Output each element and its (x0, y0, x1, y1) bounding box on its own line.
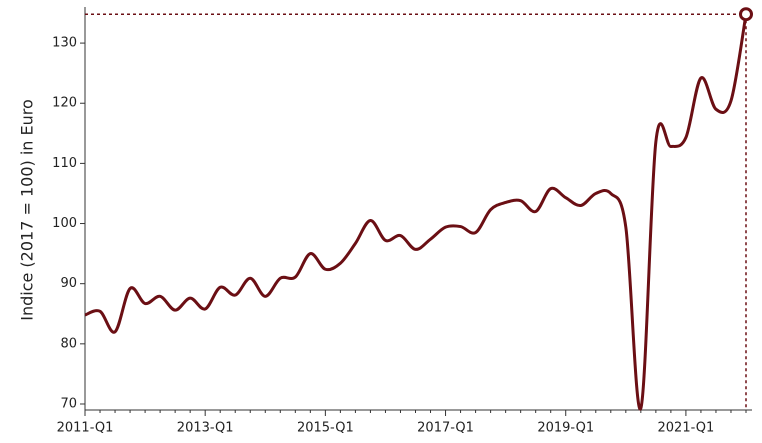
x-tick-label: 2019-Q1 (537, 421, 594, 436)
line (84, 13, 748, 411)
y-tick-label: 70 (60, 396, 77, 411)
y-tick-label: 100 (52, 216, 77, 231)
y-tick-label: 80 (60, 336, 77, 351)
x-tick-label: 2021-Q1 (658, 421, 715, 436)
y-tick-label: 90 (60, 276, 77, 291)
x-tick-label: 2013-Q1 (177, 421, 234, 436)
last-point (739, 7, 753, 22)
y-tick-label: 120 (52, 96, 77, 111)
y-tick-label: 110 (52, 156, 77, 171)
x-tick-label: 2015-Q1 (297, 421, 354, 436)
y-tick-label: 130 (52, 36, 77, 51)
y-axis-label: Indice (2017 = 100) in Euro (18, 99, 37, 321)
x-tick-label: 2017-Q1 (417, 421, 474, 436)
x-tick-label: 2011-Q1 (57, 421, 114, 436)
